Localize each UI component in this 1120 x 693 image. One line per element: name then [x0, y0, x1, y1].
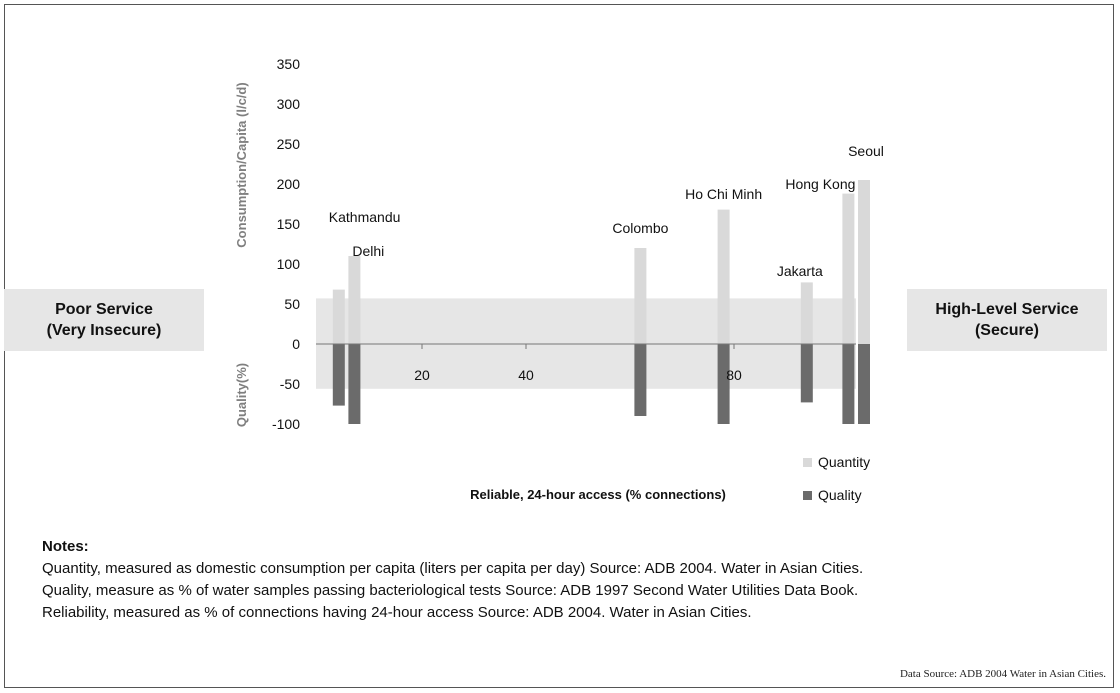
- high-level-service-box: High-Level Service (Secure): [907, 289, 1107, 351]
- y-tick-label: 0: [292, 336, 300, 352]
- quality-bar: [634, 344, 647, 416]
- y-tick-label: 200: [277, 176, 301, 192]
- quantity-bar: [332, 289, 345, 344]
- very-insecure-label: (Very Insecure): [46, 322, 162, 339]
- x-tick-label: 80: [726, 367, 742, 383]
- chart-svg: 350 300 250 200 150 100 50 0 -50 -100 20 40 80 Kathma…: [234, 56, 884, 503]
- city-label: Ho Chi Minh: [685, 186, 762, 202]
- notes-reliability: Reliability, measured as % of connection…: [42, 604, 752, 621]
- quantity-bar: [348, 256, 361, 344]
- secure-label: (Secure): [974, 322, 1039, 339]
- y-axis-title-bottom: Quality(%): [234, 363, 249, 427]
- legend-label: Quality: [818, 487, 862, 503]
- quality-bar: [858, 344, 870, 424]
- poor-service-box: Poor Service (Very Insecure): [4, 289, 204, 351]
- data-source-credit: Data Source: ADB 2004 Water in Asian Cit…: [899, 668, 1106, 680]
- high-level-service-label: High-Level Service: [935, 301, 1079, 318]
- poor-service-label: Poor Service: [55, 301, 153, 318]
- y-tick-label: -100: [272, 416, 300, 432]
- city-label: Colombo: [612, 220, 668, 236]
- notes-heading: Notes:: [42, 538, 89, 555]
- city-label: Hong Kong: [785, 176, 855, 192]
- city-label: Jakarta: [777, 263, 823, 279]
- x-axis-title: Reliable, 24-hour access (% connections): [470, 487, 726, 502]
- y-tick-label: 100: [277, 256, 301, 272]
- y-tick-label: -50: [280, 376, 300, 392]
- y-tick-label: 150: [277, 216, 301, 232]
- y-tick-label: 50: [284, 296, 300, 312]
- quality-bar: [717, 344, 730, 424]
- city-label: Kathmandu: [329, 209, 401, 225]
- quality-bar: [800, 344, 813, 403]
- legend-swatch: [803, 491, 812, 500]
- x-tick-label: 20: [414, 367, 430, 383]
- quantity-bar: [842, 193, 855, 344]
- city-label: Seoul: [848, 143, 884, 159]
- quantity-bar: [858, 180, 870, 344]
- notes-block: Notes: Quantity, measured as domestic co…: [42, 536, 863, 624]
- legend-swatch: [803, 458, 812, 467]
- quality-bar: [842, 344, 855, 424]
- legend-label: Quantity: [818, 454, 870, 470]
- quantity-bar: [717, 209, 730, 344]
- y-tick-label: 250: [277, 136, 301, 152]
- notes-quality: Quality, measure as % of water samples p…: [42, 582, 859, 599]
- quantity-bar: [634, 248, 647, 344]
- quality-bar: [348, 344, 361, 424]
- y-tick-label: 350: [277, 56, 301, 72]
- quantity-bar: [800, 282, 813, 344]
- quality-bar: [332, 344, 345, 406]
- city-label: Delhi: [352, 243, 384, 259]
- notes-quantity: Quantity, measured as domestic consumpti…: [42, 560, 864, 577]
- y-tick-label: 300: [277, 96, 301, 112]
- y-axis-title-top: Consumption/Capita (l/c/d): [234, 82, 249, 247]
- x-tick-label: 40: [518, 367, 534, 383]
